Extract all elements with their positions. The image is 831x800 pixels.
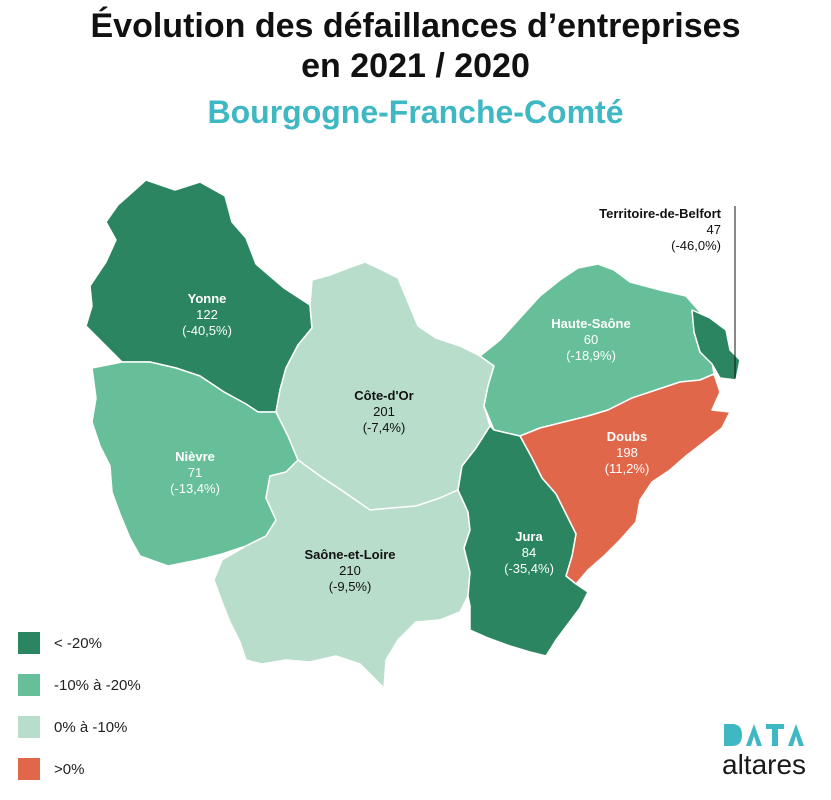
altares-wordmark: altares	[722, 749, 807, 780]
legend-swatch	[18, 758, 40, 780]
label-haute-saone-name: Haute-Saône	[551, 316, 630, 331]
legend-item-dark: < -20%	[18, 632, 141, 654]
label-doubs-change: (11,2%)	[605, 461, 650, 476]
label-saone-et-loire-count: 210	[339, 563, 361, 578]
legend-label: -10% à -20%	[54, 676, 141, 694]
label-belfort-change: (-46,0%)	[671, 238, 721, 253]
label-cote-dor-count: 201	[373, 404, 395, 419]
label-haute-saone-change: (-18,9%)	[566, 348, 616, 363]
label-belfort-name: Territoire-de-Belfort	[599, 206, 721, 221]
dept-jura[interactable]	[457, 425, 589, 657]
dept-saone-et-loire[interactable]	[213, 459, 471, 689]
label-saone-et-loire-name: Saône-et-Loire	[304, 547, 395, 562]
legend-swatch	[18, 632, 40, 654]
legend-swatch	[18, 674, 40, 696]
dept-territoire-de-belfort[interactable]	[691, 309, 741, 381]
legend-item-orange: >0%	[18, 758, 141, 780]
legend-item-light: 0% à -10%	[18, 716, 141, 738]
label-jura-name: Jura	[515, 529, 543, 544]
label-nievre-count: 71	[188, 465, 202, 480]
label-saone-et-loire-change: (-9,5%)	[329, 579, 372, 594]
label-cote-dor-change: (-7,4%)	[363, 420, 406, 435]
legend: < -20% -10% à -20% 0% à -10% >0%	[18, 632, 141, 800]
label-yonne-count: 122	[196, 307, 218, 322]
label-doubs-count: 198	[616, 445, 638, 460]
data-logo-mark	[724, 724, 804, 746]
label-belfort-count: 47	[707, 222, 721, 237]
legend-item-mid: -10% à -20%	[18, 674, 141, 696]
label-nievre-change: (-13,4%)	[170, 481, 220, 496]
legend-swatch	[18, 716, 40, 738]
region-subtitle: Bourgogne-Franche-Comté	[207, 94, 624, 130]
legend-label: < -20%	[54, 634, 102, 652]
map-title-line-1: Évolution des défaillances d’entreprises	[90, 7, 741, 45]
label-yonne-name: Yonne	[188, 291, 227, 306]
legend-label: 0% à -10%	[54, 718, 128, 736]
altares-data-logo: altares	[722, 722, 822, 780]
map-title-line-2: en 2021 / 2020	[301, 47, 530, 85]
label-jura-change: (-35,4%)	[504, 561, 554, 576]
legend-label: >0%	[54, 760, 85, 778]
label-cote-dor-name: Côte-d'Or	[354, 388, 413, 403]
label-jura-count: 84	[522, 545, 536, 560]
label-nievre-name: Nièvre	[175, 449, 215, 464]
label-yonne-change: (-40,5%)	[182, 323, 232, 338]
label-haute-saone-count: 60	[584, 332, 598, 347]
label-doubs-name: Doubs	[607, 429, 647, 444]
